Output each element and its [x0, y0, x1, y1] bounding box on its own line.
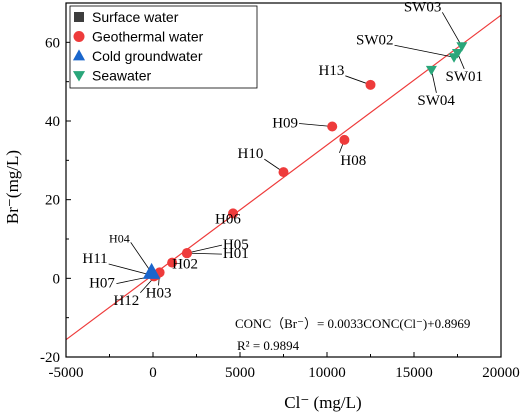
legend: Surface water Geothermal water Cold ground… [69, 5, 258, 89]
legend-label: Cold groundwater [92, 48, 203, 64]
data-point [456, 42, 468, 52]
data-point [365, 79, 376, 90]
point-label: H08 [340, 153, 366, 169]
point-label: SW01 [446, 69, 484, 85]
y-tick-label: -20 [40, 350, 60, 366]
data-point [425, 65, 437, 76]
data-point [448, 53, 460, 63]
x-tick-label: 15000 [395, 365, 433, 381]
leader-line [299, 123, 333, 127]
data-point [339, 134, 350, 145]
point-label: SW02 [356, 32, 394, 48]
x-tick-label: -5000 [49, 365, 84, 381]
legend-label: Geothermal water [92, 29, 204, 45]
legend-marker [73, 31, 85, 42]
x-tick-label: 0 [149, 365, 157, 381]
legend-marker [72, 71, 86, 82]
point-label: H01 [223, 246, 249, 262]
point-label: SW04 [417, 93, 455, 109]
leader-line [394, 44, 455, 58]
y-tick-label: 60 [45, 35, 60, 51]
fit-equation: CONC（Br⁻）= 0.0033CONC(Cl⁻)+0.8969 [235, 316, 470, 331]
data-point [167, 257, 178, 268]
data-point [327, 121, 338, 132]
leader-line [442, 12, 463, 47]
data-point [228, 208, 239, 219]
y-axis-title: Br⁻(mg/L) [3, 150, 22, 224]
point-label: H13 [319, 63, 345, 79]
data-point [142, 262, 161, 279]
point-label: H09 [272, 116, 298, 132]
legend-label: Surface water [92, 9, 179, 25]
fit-r-squared: R² = 0.9894 [237, 338, 300, 353]
point-label: SW03 [404, 0, 442, 15]
legend-marker [74, 12, 84, 22]
data-points-layer [142, 42, 468, 282]
point-label: H12 [113, 293, 139, 309]
x-tick-label: 10000 [308, 365, 346, 381]
point-label: H03 [146, 285, 172, 301]
x-axis-title: Cl⁻ (mg/L) [284, 393, 361, 412]
x-tick-label: 20000 [482, 365, 520, 381]
data-point [181, 248, 192, 259]
point-label: H05 [223, 237, 249, 253]
leader-line [186, 244, 223, 254]
axes-layer: -5000 0 5000 10000 15000 20000 -20 0 20 40 60 [40, 2, 520, 381]
point-label: H07 [89, 276, 115, 292]
point-label: H10 [238, 146, 264, 162]
data-point [278, 167, 289, 178]
legend-label: Seawater [92, 68, 151, 84]
point-label: H11 [82, 251, 107, 267]
x-tick-label: 5000 [225, 365, 255, 381]
y-tick-label: 20 [45, 193, 60, 209]
legend-marker [72, 49, 86, 61]
point-label: H04 [109, 231, 130, 245]
leader-line [186, 252, 222, 255]
legend-box [69, 5, 258, 89]
y-tick-label: 40 [45, 114, 60, 130]
point-label: H06 [215, 211, 241, 227]
point-label: H02 [172, 257, 198, 273]
y-tick-label: 0 [53, 271, 61, 287]
